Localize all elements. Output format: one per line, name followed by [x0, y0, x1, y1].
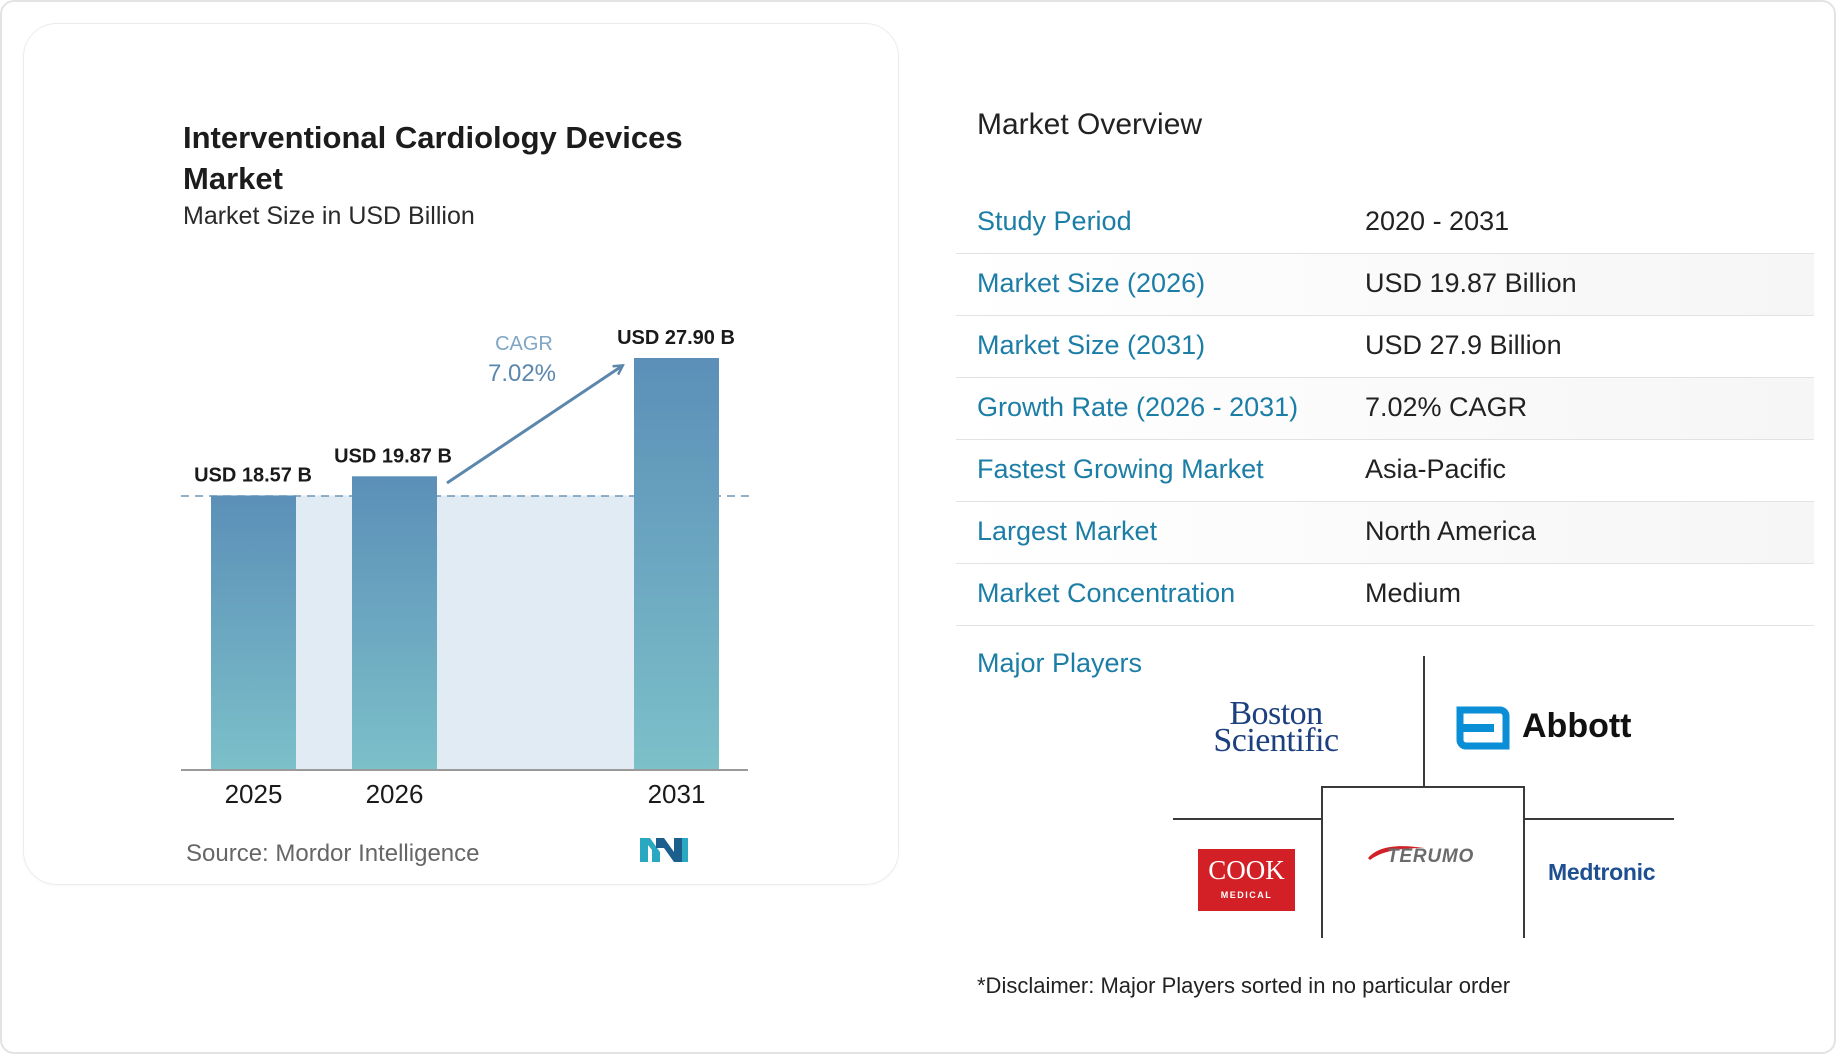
grid-divider	[1321, 786, 1525, 788]
row-label: Growth Rate (2026 - 2031)	[977, 392, 1299, 422]
cagr-arrow	[446, 366, 622, 485]
row-label: Largest Market	[977, 516, 1158, 546]
boston-scientific-logo: Boston Scientific	[1196, 695, 1356, 759]
row-value: USD 19.87 Billion	[1365, 268, 1577, 298]
overview-row: Fastest Growing Market Asia-Pacific	[956, 440, 1814, 502]
abbott-logo-text: Abbott	[1522, 707, 1632, 745]
cagr-label: CAGR	[495, 333, 553, 355]
grid-divider	[1523, 786, 1525, 938]
grid-divider	[1524, 818, 1674, 820]
cagr-value: 7.02%	[488, 360, 556, 387]
row-value: North America	[1365, 516, 1537, 546]
overview-row: Study Period 2020 - 2031	[956, 192, 1814, 254]
grid-divider	[1321, 786, 1323, 938]
row-label: Market Size (2026)	[977, 268, 1206, 298]
abbott-logo-icon	[1456, 706, 1510, 750]
boston-logo-line2: Scientific	[1213, 722, 1339, 759]
terumo-logo-text: TERUMO	[1387, 846, 1475, 867]
bar-2025	[211, 495, 296, 769]
data-label-2025: USD 18.57 B	[194, 464, 312, 486]
overview-row: Market Size (2026) USD 19.87 Billion	[956, 254, 1814, 316]
boston-logo-line1: Boston	[1229, 695, 1323, 732]
cook-medical-logo: COOK MEDICAL	[1198, 849, 1295, 911]
chart-subtitle: Market Size in USD Billion	[183, 202, 475, 230]
bar-2031	[634, 358, 719, 769]
x-tick-label-2025: 2025	[225, 779, 283, 809]
row-label: Market Size (2031)	[977, 330, 1206, 360]
cook-logo-sub: MEDICAL	[1220, 890, 1273, 900]
row-value: USD 27.9 Billion	[1365, 330, 1562, 360]
data-label-2026: USD 19.87 B	[334, 445, 452, 467]
overview-row: Market Size (2031) USD 27.9 Billion	[956, 316, 1814, 378]
overview-row: Market Concentration Medium	[956, 564, 1814, 626]
medtronic-logo: Medtronic	[1548, 859, 1656, 885]
row-value: 2020 - 2031	[1365, 206, 1510, 236]
source-text: Source: Mordor Intelligence	[186, 840, 480, 867]
x-tick-label-2026: 2026	[366, 779, 424, 809]
row-label: Fastest Growing Market	[977, 454, 1264, 484]
cook-logo-word: COOK	[1208, 855, 1285, 885]
bar-chart: USD 18.57 B USD 19.87 B USD 27.90 B 2025 20…	[181, 327, 752, 809]
row-label: Market Concentration	[977, 578, 1236, 608]
overview-title: Market Overview	[977, 108, 1203, 141]
terumo-swoosh-icon	[1368, 846, 1424, 860]
bar-2026	[352, 476, 437, 769]
row-value: Medium	[1365, 578, 1462, 608]
disclaimer-text: *Disclaimer: Major Players sorted in no …	[977, 973, 1511, 998]
overview-row: Growth Rate (2026 - 2031) 7.02% CAGR	[956, 378, 1814, 440]
grid-divider	[1423, 656, 1425, 787]
mordor-intelligence-logo-icon	[640, 838, 688, 862]
major-players-label: Major Players	[977, 648, 1143, 678]
row-value: 7.02% CAGR	[1365, 392, 1528, 422]
row-value: Asia-Pacific	[1365, 454, 1507, 484]
x-tick-label-2031: 2031	[648, 779, 706, 809]
grid-divider	[1173, 818, 1323, 820]
data-label-2031: USD 27.90 B	[617, 327, 735, 349]
overview-table: Study Period 2020 - 2031 Market Size (20…	[956, 192, 1814, 626]
overview-row: Largest Market North America	[956, 502, 1814, 564]
chart-title: Interventional Cardiology Devices Market	[183, 120, 683, 196]
row-label: Study Period	[977, 206, 1132, 236]
